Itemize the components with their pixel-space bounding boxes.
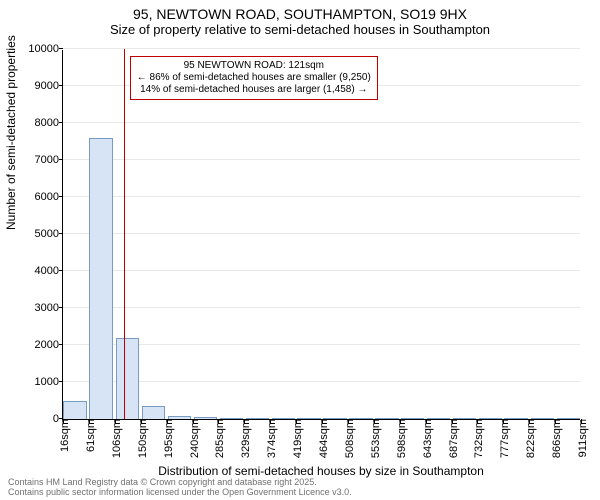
xtick-label: 553sqm (366, 419, 382, 458)
xtick-label: 464sqm (314, 419, 330, 458)
xtick-label: 195sqm (159, 419, 175, 458)
histogram-bar (168, 416, 191, 419)
annotation-line-2: ← 86% of semi-detached houses are smalle… (137, 72, 371, 84)
histogram-bar (220, 418, 243, 419)
histogram-bar (401, 418, 424, 419)
ytick-label: 10000 (28, 43, 63, 55)
ytick-label: 9000 (35, 80, 63, 92)
grid-line (63, 307, 580, 308)
histogram-bar (89, 138, 112, 419)
annotation-line-3: 14% of semi-detached houses are larger (… (137, 84, 371, 96)
histogram-bar (349, 418, 372, 419)
grid-line (63, 270, 580, 271)
xtick-label: 732sqm (469, 419, 485, 458)
histogram-bar (297, 418, 320, 419)
histogram-bar (142, 406, 165, 419)
xtick-label: 150sqm (133, 419, 149, 458)
ytick-label: 4000 (35, 265, 63, 277)
grid-line (63, 381, 580, 382)
xtick-label: 106sqm (107, 419, 123, 458)
grid-line (63, 159, 580, 160)
annotation-box: 95 NEWTOWN ROAD: 121sqm← 86% of semi-det… (130, 56, 378, 100)
histogram-bar (272, 418, 295, 419)
xtick-label: 419sqm (288, 419, 304, 458)
histogram-bar (453, 418, 476, 419)
histogram-bar (557, 418, 580, 419)
x-axis-label: Distribution of semi-detached houses by … (62, 464, 580, 478)
ytick-label: 2000 (35, 339, 63, 351)
histogram-bar (504, 418, 527, 419)
grid-line (63, 196, 580, 197)
xtick-label: 374sqm (262, 419, 278, 458)
xtick-label: 598sqm (392, 419, 408, 458)
xtick-label: 61sqm (81, 419, 97, 452)
xtick-label: 285sqm (210, 419, 226, 458)
ytick-label: 1000 (35, 376, 63, 388)
chart-subtitle: Size of property relative to semi-detach… (0, 22, 600, 37)
ytick-label: 8000 (35, 117, 63, 129)
histogram-bar (323, 418, 346, 419)
xtick-label: 16sqm (55, 419, 71, 452)
histogram-bar (246, 418, 269, 419)
histogram-bar (63, 401, 86, 420)
ytick-label: 5000 (35, 228, 63, 240)
histogram-bar (531, 418, 554, 419)
y-axis-label: Number of semi-detached properties (4, 35, 18, 230)
ytick-label: 7000 (35, 154, 63, 166)
plot-area: 0100020003000400050006000700080009000100… (62, 50, 580, 420)
xtick-label: 508sqm (340, 419, 356, 458)
histogram-bar (116, 338, 139, 419)
histogram-bar (427, 418, 450, 419)
footer-line-2: Contains public sector information licen… (8, 488, 352, 498)
histogram-bar (375, 418, 398, 419)
histogram-bar (479, 418, 502, 419)
title-block: 95, NEWTOWN ROAD, SOUTHAMPTON, SO19 9HX … (0, 0, 600, 37)
xtick-label: 911sqm (573, 419, 589, 457)
ytick-label: 6000 (35, 191, 63, 203)
xtick-label: 643sqm (418, 419, 434, 458)
xtick-label: 240sqm (185, 419, 201, 458)
attribution-footer: Contains HM Land Registry data © Crown c… (8, 478, 352, 498)
xtick-label: 687sqm (444, 419, 460, 458)
xtick-label: 777sqm (495, 419, 511, 458)
xtick-label: 866sqm (547, 419, 563, 458)
annotation-line-1: 95 NEWTOWN ROAD: 121sqm (137, 60, 371, 72)
histogram-bar (194, 417, 217, 419)
property-marker-line (124, 49, 125, 419)
grid-line (63, 48, 580, 49)
grid-line (63, 344, 580, 345)
grid-line (63, 122, 580, 123)
grid-line (63, 233, 580, 234)
xtick-label: 329sqm (236, 419, 252, 458)
ytick-label: 3000 (35, 302, 63, 314)
chart-container: 95, NEWTOWN ROAD, SOUTHAMPTON, SO19 9HX … (0, 0, 600, 500)
chart-title: 95, NEWTOWN ROAD, SOUTHAMPTON, SO19 9HX (0, 6, 600, 22)
xtick-label: 822sqm (521, 419, 537, 458)
